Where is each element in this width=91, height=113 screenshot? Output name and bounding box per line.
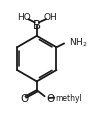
Text: NH$_2$: NH$_2$	[69, 36, 87, 48]
Text: OH: OH	[43, 13, 57, 21]
Text: B: B	[33, 19, 41, 32]
Text: HO: HO	[17, 13, 30, 21]
Text: O: O	[46, 93, 54, 103]
Text: methyl: methyl	[56, 93, 82, 102]
Text: O: O	[20, 93, 28, 103]
